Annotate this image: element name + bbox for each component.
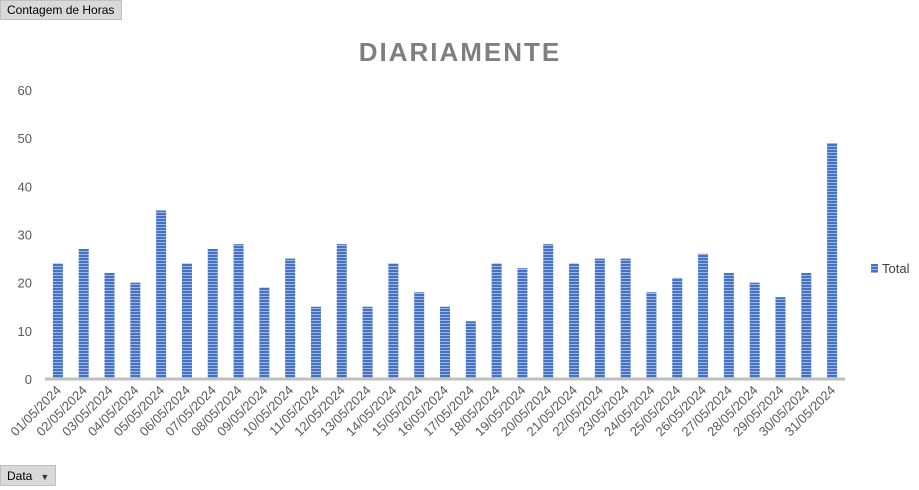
- y-tick-label: 40: [18, 179, 32, 194]
- values-field-label: Contagem de Horas: [7, 3, 115, 17]
- bar[interactable]: [775, 297, 786, 379]
- bar[interactable]: [491, 263, 502, 379]
- bar[interactable]: [259, 287, 270, 379]
- bar[interactable]: [181, 263, 192, 379]
- bar[interactable]: [543, 244, 554, 379]
- legend: Total: [871, 261, 910, 276]
- bar[interactable]: [465, 321, 476, 379]
- bar[interactable]: [362, 306, 373, 379]
- y-tick-label: 60: [18, 83, 32, 98]
- bar[interactable]: [233, 244, 244, 379]
- bar[interactable]: [827, 142, 838, 379]
- bar[interactable]: [646, 292, 657, 379]
- bar[interactable]: [594, 258, 605, 379]
- y-tick-label: 30: [18, 228, 32, 243]
- bar[interactable]: [78, 248, 89, 379]
- y-axis-tick-labels: 0 10 20 30 40 50 60: [18, 83, 32, 387]
- y-tick-label: 0: [25, 372, 32, 387]
- chevron-down-icon[interactable]: ▼: [40, 472, 50, 482]
- y-tick-label: 50: [18, 131, 32, 146]
- bar[interactable]: [207, 248, 218, 379]
- legend-swatch-total: [871, 264, 878, 273]
- bar[interactable]: [517, 268, 528, 379]
- bar[interactable]: [285, 258, 296, 379]
- y-tick-label: 10: [18, 324, 32, 339]
- axis-field-button[interactable]: Data ▼: [0, 465, 57, 486]
- bar[interactable]: [156, 210, 167, 379]
- legend-label-total: Total: [882, 261, 910, 276]
- bar[interactable]: [130, 282, 141, 379]
- bar[interactable]: [698, 253, 709, 379]
- bar[interactable]: [414, 292, 425, 379]
- y-tick-label: 20: [18, 276, 32, 291]
- bar-series-total[interactable]: [52, 142, 838, 379]
- axis-field-label: Data: [7, 469, 33, 483]
- bar[interactable]: [749, 282, 760, 379]
- bar[interactable]: [801, 273, 812, 379]
- bar[interactable]: [52, 263, 63, 379]
- bar[interactable]: [388, 263, 399, 379]
- bar[interactable]: [569, 263, 580, 379]
- x-axis-tick-labels: 01/05/202402/05/202403/05/202404/05/2024…: [7, 383, 838, 440]
- values-field-button[interactable]: Contagem de Horas: [0, 0, 123, 20]
- chart-title: DIARIAMENTE: [359, 37, 562, 67]
- bar[interactable]: [336, 244, 347, 379]
- bar[interactable]: [440, 306, 450, 379]
- bar-chart: DIARIAMENTE 0 10 20 30 40 50 60 01/05/202402/0…: [7, 37, 910, 440]
- bar[interactable]: [310, 306, 321, 379]
- bar[interactable]: [620, 258, 631, 379]
- bar[interactable]: [104, 273, 115, 379]
- bar[interactable]: [672, 277, 683, 379]
- bar[interactable]: [723, 273, 734, 379]
